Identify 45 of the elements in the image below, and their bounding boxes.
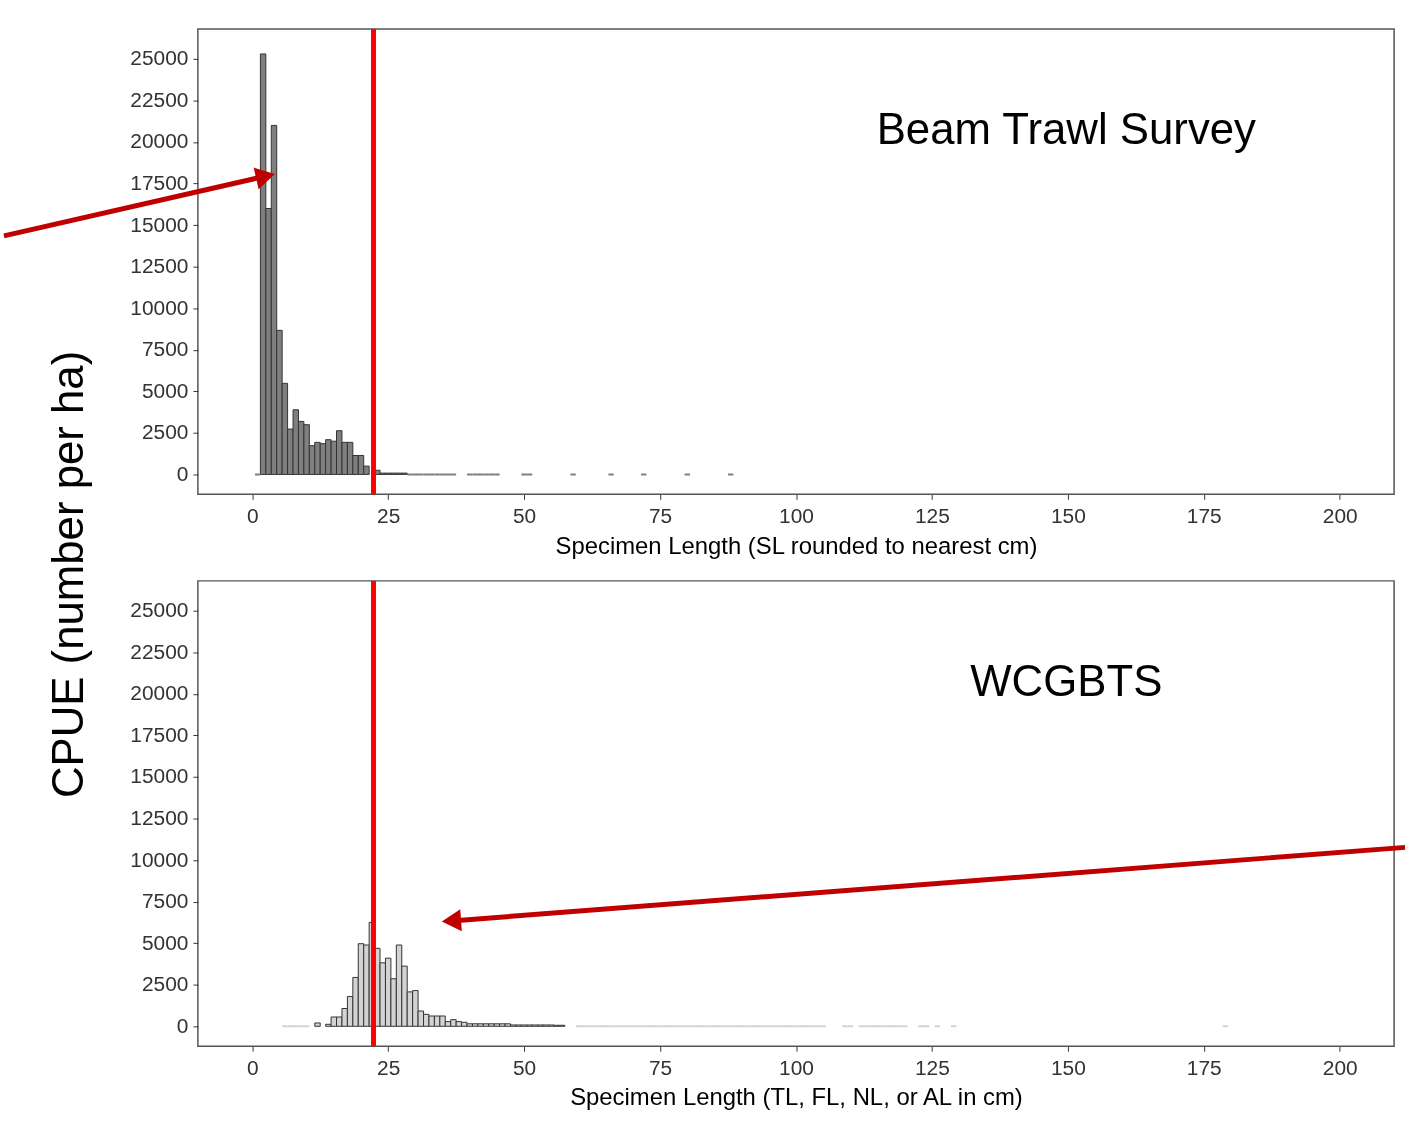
x-axis-title: Specimen Length (TL, FL, NL, or AL in cm) [570,1083,1023,1111]
y-tick-label: 10000 [130,295,189,319]
y-tick-label: 17500 [130,722,189,746]
x-tick-label: 75 [648,1055,673,1079]
x-tick-label: 200 [1322,503,1358,527]
y-tick-label: 7500 [141,337,189,361]
x-tick-label: 150 [1050,503,1086,527]
y-tick-label: 7500 [141,889,189,913]
y-tick-label: 22500 [130,639,189,663]
x-tick-label: 0 [246,1055,259,1079]
x-tick-label: 25 [377,503,401,527]
y-tick-label: 25000 [130,598,189,622]
annotation: Beam Trawl Survey [876,104,1257,154]
annotation: WCGBTS [970,656,1163,706]
x-tick-label: 0 [246,503,259,527]
x-axis-title: Specimen Length (SL rounded to nearest cm) [555,531,1038,559]
x-tick-label: 200 [1322,1055,1358,1079]
y-tick-label: 2500 [141,420,189,444]
y-tick-label: 12500 [130,254,189,278]
y-tick-label: 20000 [130,129,189,153]
y-tick-label: 2500 [141,972,189,996]
x-tick-label: 125 [914,503,950,527]
x-tick-label: 50 [513,503,537,527]
y-tick-label: 10000 [130,847,189,871]
x-tick-label: 175 [1186,1055,1222,1079]
x-tick-label: 175 [1186,503,1222,527]
x-tick-label: 25 [377,1055,401,1079]
x-tick-label: 125 [914,1055,950,1079]
y-tick-label: 0 [176,1013,189,1037]
x-tick-label: 100 [779,503,814,527]
y-tick-label: 22500 [130,87,189,111]
y-tick-label: 12500 [130,806,189,830]
y-tick-label: 0 [176,461,189,485]
x-tick-label: 150 [1050,1055,1086,1079]
y-axis-title: CPUE (number per ha) [42,350,92,799]
y-tick-label: 17500 [130,171,189,195]
y-tick-label: 5000 [141,930,189,954]
x-tick-label: 50 [513,1055,537,1079]
y-tick-label: 20000 [130,681,189,705]
x-tick-label: 75 [648,503,673,527]
y-tick-label: 5000 [141,378,189,402]
y-tick-label: 15000 [130,212,189,236]
x-tick-label: 100 [779,1055,814,1079]
y-tick-label: 25000 [130,46,189,70]
y-tick-label: 15000 [130,764,189,788]
